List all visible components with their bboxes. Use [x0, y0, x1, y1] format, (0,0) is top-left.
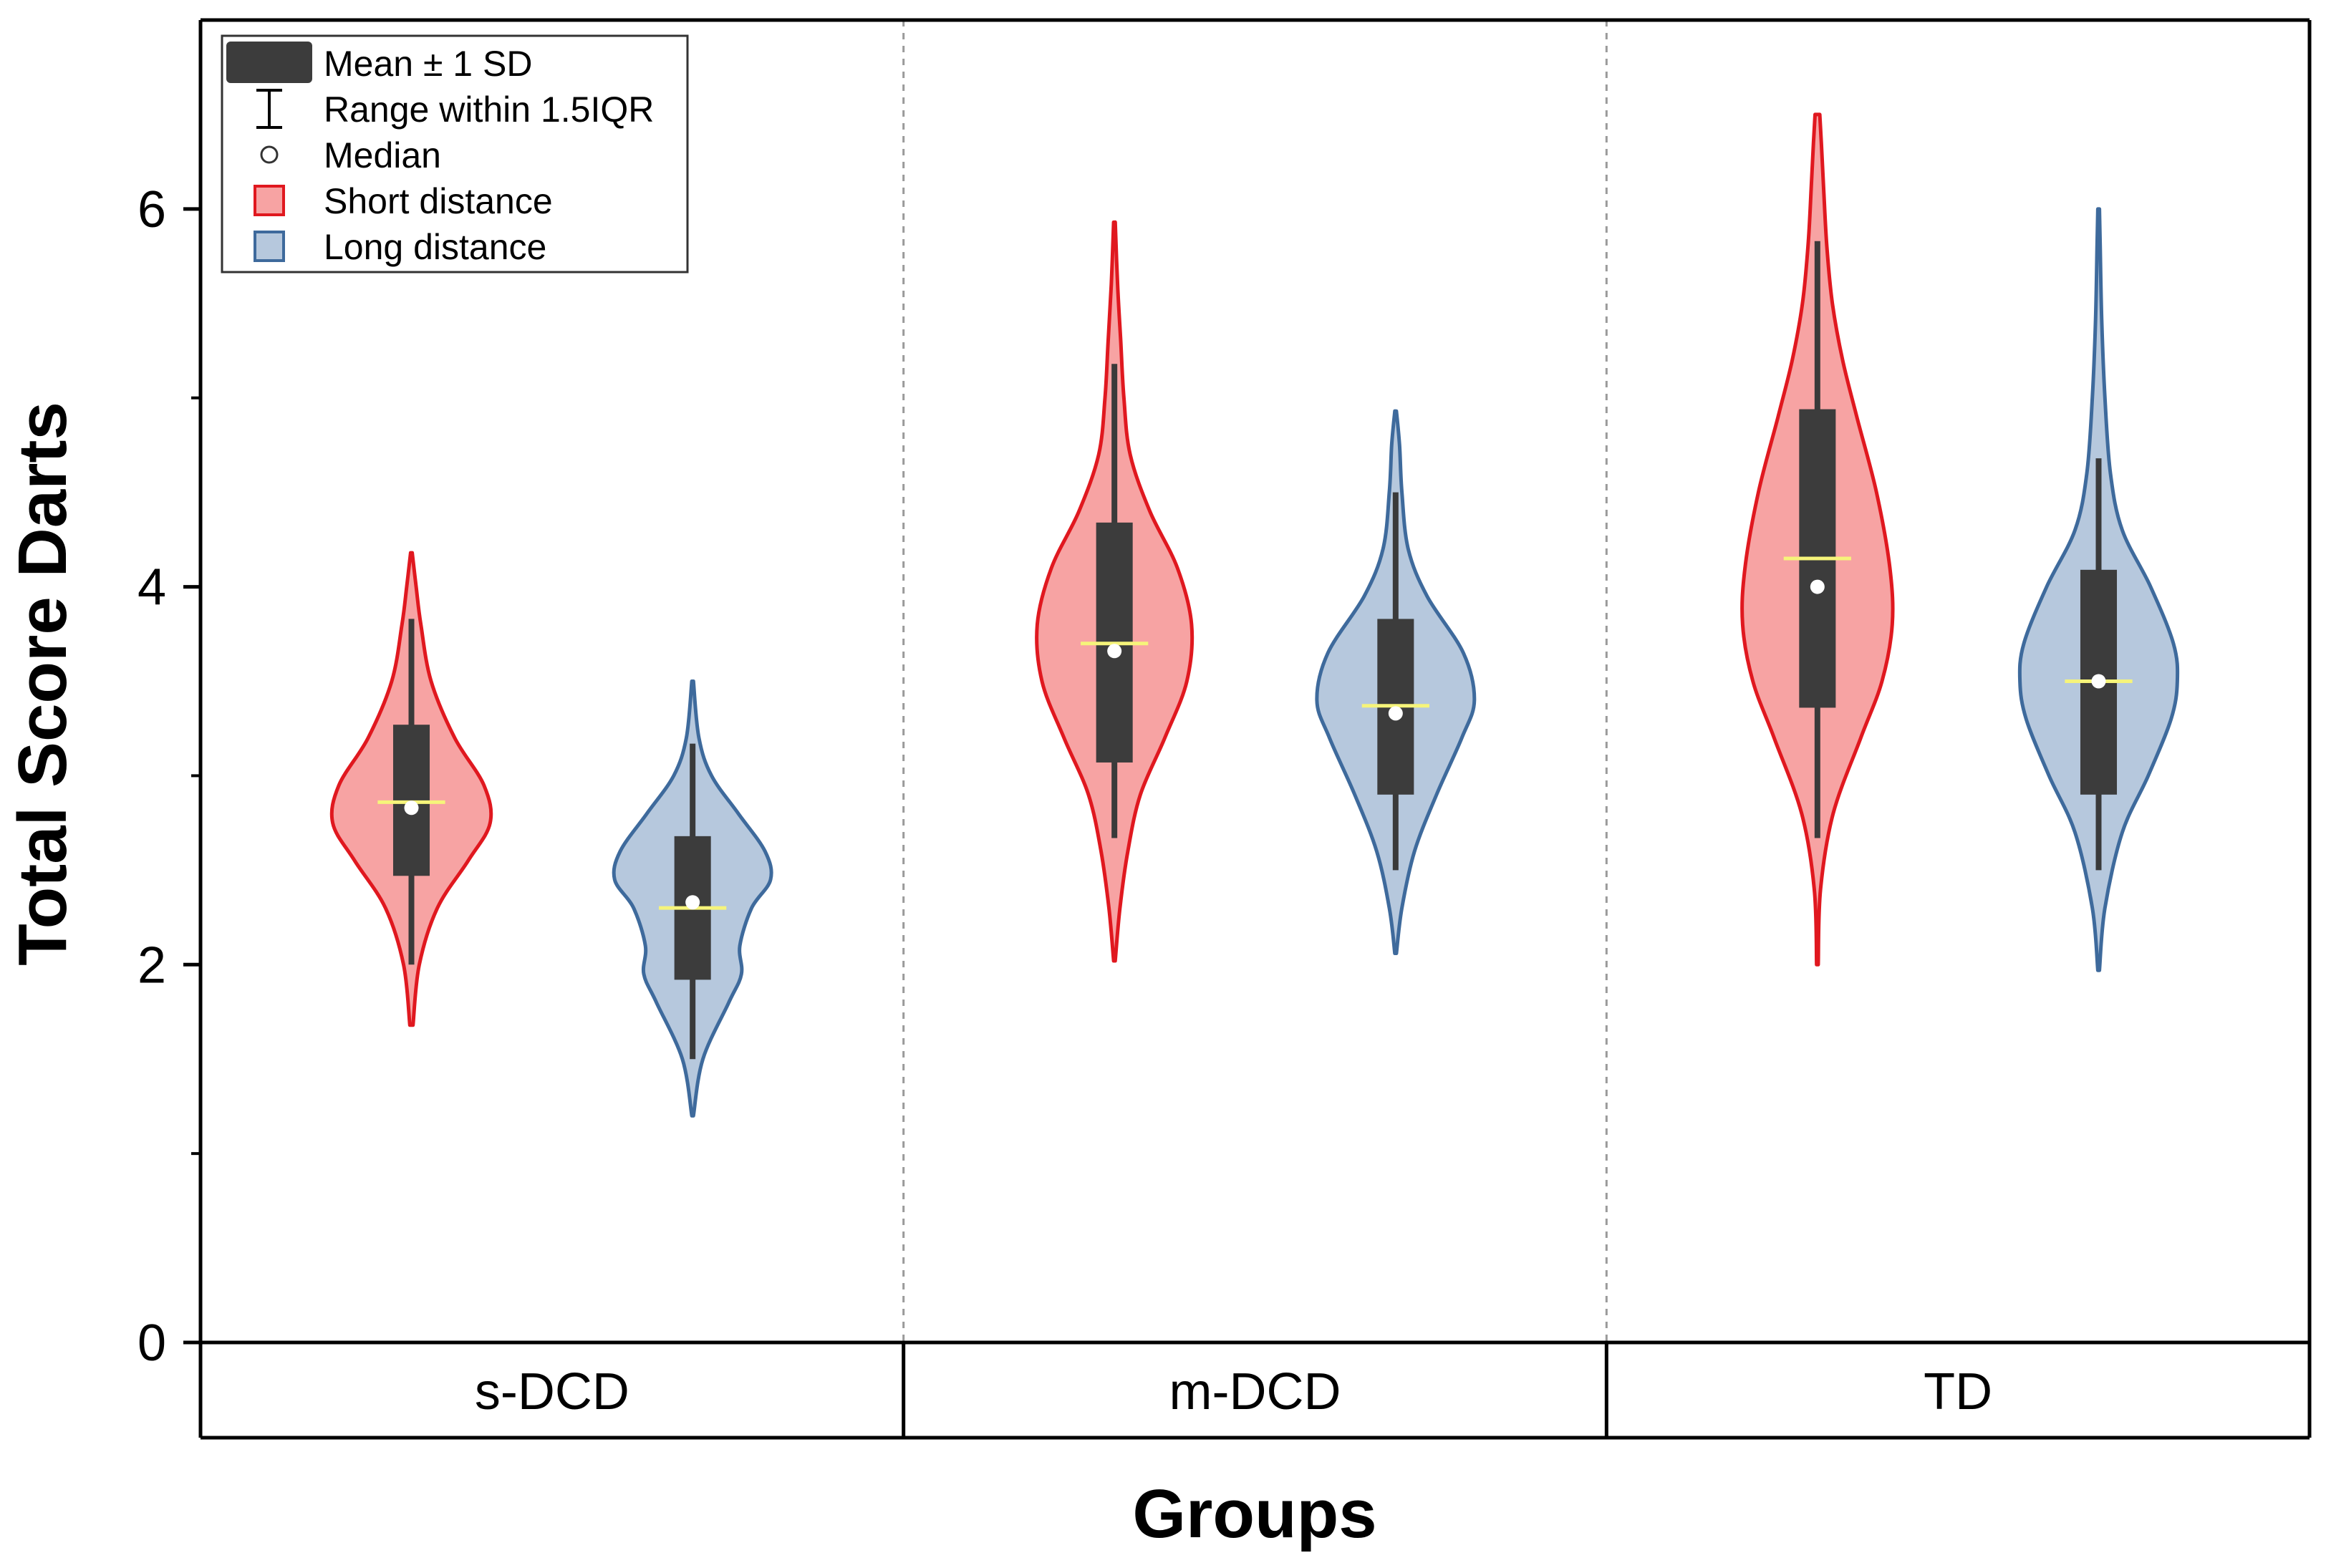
- legend-label: Median: [324, 135, 441, 175]
- group-label: m-DCD: [1169, 1363, 1341, 1421]
- group-dividers: [902, 20, 1608, 1342]
- median-point: [1810, 579, 1825, 594]
- legend-median-symbol: [260, 145, 279, 164]
- y-tick-label: 6: [137, 181, 166, 238]
- violin-long-distance-td: [2017, 207, 2180, 972]
- x-axis-title: Groups: [1132, 1476, 1376, 1552]
- median-point: [404, 800, 419, 816]
- group-label: TD: [1924, 1363, 1992, 1421]
- y-tick-label: 0: [137, 1315, 166, 1372]
- legend-label: Range within 1.5IQR: [324, 89, 654, 130]
- y-tick-label: 4: [137, 559, 166, 616]
- axes: s-DCD m-DCD TD 0 2 4 6: [137, 18, 2312, 1440]
- group-label: s-DCD: [475, 1363, 629, 1421]
- violin-short-distance-m-dcd: [1035, 220, 1195, 963]
- violin-short-distance-td: [1740, 112, 1895, 967]
- violin-long-distance-s-dcd: [612, 679, 773, 1118]
- y-axis-title: Total Score Darts: [4, 402, 81, 966]
- violin-layer: [329, 112, 2180, 1118]
- violin-short-distance-s-dcd: [329, 551, 493, 1027]
- legend-label: Mean ± 1 SD: [324, 44, 532, 84]
- median-point: [685, 895, 700, 910]
- legend-label: Short distance: [324, 181, 553, 221]
- median-point: [1388, 706, 1403, 721]
- sd-box: [392, 725, 430, 876]
- violin-long-distance-m-dcd: [1315, 409, 1477, 955]
- legend: Mean ± 1 SD Range within 1.5IQR Median Shor…: [221, 34, 689, 274]
- median-point: [2091, 674, 2106, 689]
- legend-box-symbol: [226, 42, 312, 83]
- y-tick-label: 2: [137, 937, 166, 994]
- median-point: [1107, 644, 1122, 659]
- legend-short-swatch: [254, 185, 285, 216]
- legend-long-swatch: [254, 231, 285, 262]
- legend-label: Long distance: [324, 227, 546, 267]
